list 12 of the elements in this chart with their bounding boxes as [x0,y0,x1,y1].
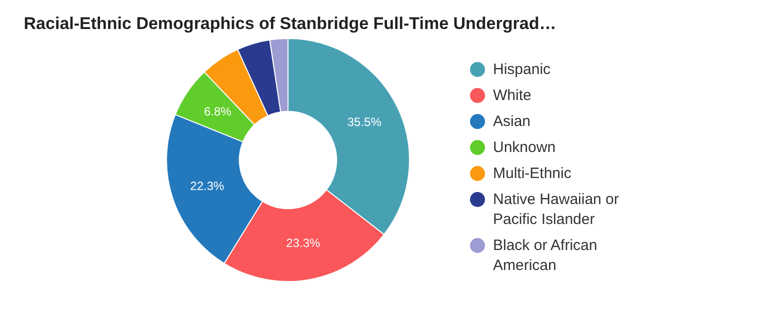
legend-label: White [493,86,532,106]
data-label: 6.8% [204,104,232,119]
chart-title: Racial-Ethnic Demographics of Stanbridge Full-Time Undergrad… [22,14,558,34]
legend-label: Hispanic [493,60,551,80]
data-label: 22.3% [190,178,225,193]
legend-label: Asian [493,112,531,132]
legend-label: Multi-Ethnic [493,164,572,184]
legend-label: Native Hawaiian or Pacific Islander [493,190,620,230]
legend-label: Black or African American [493,236,598,276]
legend-label: Unknown [493,138,556,158]
data-label: 35.5% [347,114,382,129]
data-label: 23.3% [286,236,320,250]
